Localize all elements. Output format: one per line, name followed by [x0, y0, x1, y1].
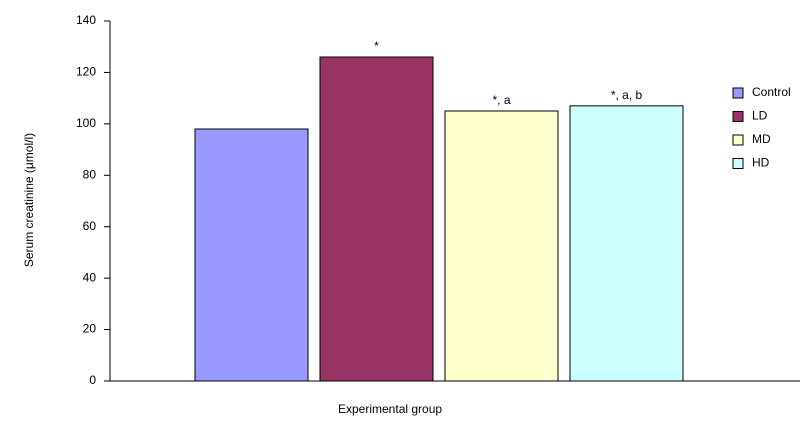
legend-swatch: [732, 87, 744, 99]
bar: [444, 110, 559, 382]
legend-swatch: [732, 158, 744, 169]
y-tick-label: 40: [83, 270, 97, 284]
legend-swatch: [732, 111, 744, 122]
legend-label: HD: [752, 156, 770, 170]
y-tick-label: 140: [76, 13, 96, 27]
y-tick-label: 60: [83, 219, 97, 233]
y-axis-label: Serum creatinine (μmol/l): [22, 133, 36, 267]
annotation: *, a, b: [611, 88, 643, 102]
bar: [319, 56, 434, 382]
annotation: *: [374, 39, 379, 53]
annotation: *, a: [492, 93, 510, 107]
y-tick-label: 100: [76, 116, 96, 130]
legend-label: LD: [752, 109, 768, 123]
legend-swatch: [732, 134, 744, 146]
y-tick-label: 120: [76, 65, 96, 79]
legend-label: MD: [752, 132, 771, 146]
bar: [569, 105, 684, 382]
y-tick-label: 80: [83, 167, 97, 181]
bar: [194, 128, 309, 382]
y-tick-label: 0: [89, 373, 96, 387]
legend-label: Control: [752, 85, 791, 99]
x-axis-label: Experimental group: [338, 402, 442, 416]
y-tick-label: 20: [83, 322, 97, 336]
